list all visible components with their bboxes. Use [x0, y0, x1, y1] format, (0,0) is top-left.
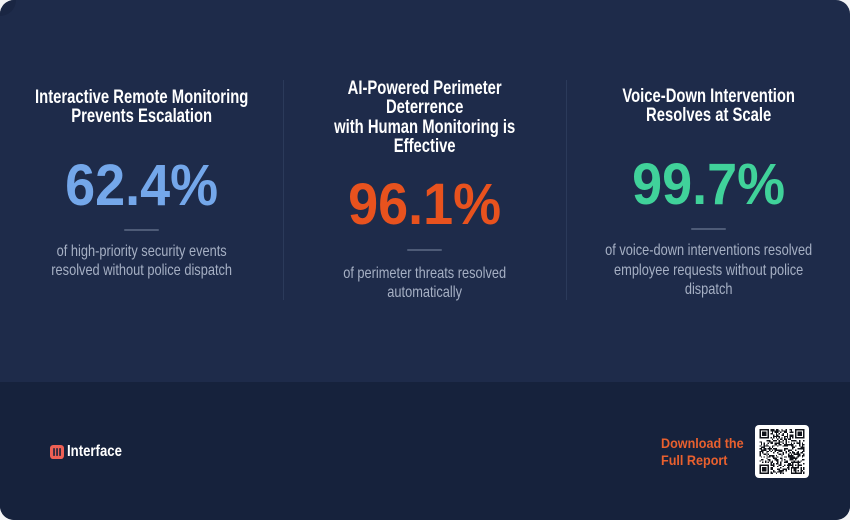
column-divider — [283, 80, 284, 300]
stat-underline — [407, 248, 443, 251]
interface-logo: Interface — [50, 442, 132, 460]
stat-value: 96.1% — [348, 172, 502, 238]
stat-underline — [124, 228, 160, 231]
download-report-link[interactable]: Download the Full Report — [661, 434, 744, 469]
stat-caption: of high-priority security events resolve… — [51, 242, 233, 280]
stat-caption: of perimeter threats resolved automatica… — [343, 264, 507, 302]
qr-code[interactable] — [755, 425, 809, 478]
stat-underline — [690, 228, 726, 231]
stat-title: AI-Powered Perimeter Deterrence with Hum… — [334, 77, 516, 158]
stat-column-voice-down: Voice-Down Intervention Resolves at Scal… — [567, 0, 850, 382]
stat-title: Voice-Down Intervention Resolves at Scal… — [621, 85, 795, 127]
stat-column-remote-monitoring: Interactive Remote Monitoring Prevents E… — [0, 0, 283, 382]
interface-logo-text: Interface — [67, 442, 122, 460]
stat-title: Interactive Remote Monitoring Prevents E… — [35, 86, 249, 128]
interface-logo-icon — [50, 444, 64, 459]
stat-caption: of voice-down interventions resolved emp… — [604, 242, 812, 299]
stats-row: Interactive Remote Monitoring Prevents E… — [0, 0, 850, 382]
footer: Interface Download the Full Report — [0, 382, 850, 520]
stat-column-perimeter-deterrence: AI-Powered Perimeter Deterrence with Hum… — [283, 0, 566, 382]
stat-value: 99.7% — [631, 151, 785, 217]
column-divider — [566, 80, 567, 300]
stat-value: 62.4% — [65, 152, 219, 218]
